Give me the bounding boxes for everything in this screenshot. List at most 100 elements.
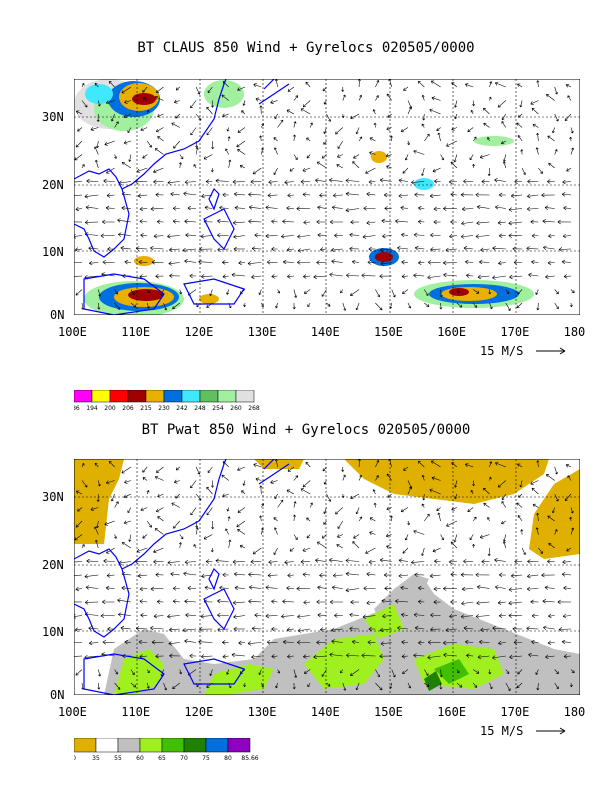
colorbar-swatch [109,390,129,403]
wind-vector [169,653,180,659]
wind-vector [184,559,197,565]
wind-vector [114,121,119,128]
wind-vector [84,194,99,199]
wind-vector [440,534,445,541]
colorbar-label: 200 [104,405,116,412]
wind-vector [536,460,540,468]
wind-vector [142,466,148,473]
wind-vector [215,178,229,184]
wind-vector [236,520,246,528]
wind-vector [411,180,425,185]
wind-vector [319,193,327,198]
wind-vector [461,601,474,606]
wind-vector [303,220,311,225]
wind-vector [498,613,506,618]
bottom-xtick-150e: 150E [374,705,403,719]
wind-vector [350,669,360,676]
wind-vector [451,82,458,88]
wind-vector [517,83,523,88]
wind-vector [287,274,294,279]
wind-vector [211,480,214,488]
wind-vector [358,516,363,522]
wind-vector [210,167,214,173]
wind-vector [150,586,164,592]
wind-vector [221,94,229,101]
wind-vector [421,474,425,481]
colorbar-label: 55 [114,755,122,762]
wind-vector [302,572,311,577]
wind-vector [306,137,311,142]
wind-vector [398,573,409,578]
wind-vector [526,246,539,251]
wind-vector [130,669,135,676]
wind-vector [293,289,298,298]
wind-vector [562,559,572,565]
wind-vector [77,507,83,512]
wind-vector [548,613,555,619]
wind-vector [74,262,83,263]
wind-vector [479,259,490,265]
wind-vector [538,547,543,554]
wind-vector [563,654,572,659]
wind-vector [479,534,490,539]
wind-vector [154,475,164,481]
wind-vector [97,682,101,690]
wind-vector [173,99,180,104]
wind-vector [106,193,115,198]
wind-vector [443,586,457,591]
wind-vector [114,289,118,295]
wind-vector [417,460,425,468]
wind-vector [379,178,392,183]
wind-vector [413,273,425,278]
wind-vector [265,613,278,619]
wind-vector [226,507,230,512]
bottom-xtick-170e: 170E [500,705,530,719]
wind-vector [190,507,197,516]
wind-vector [222,640,229,645]
wind-vector [252,167,262,175]
bottom-panel-title: BT Pwat 850 Wind + Gyrelocs 020505/0000 [141,422,471,438]
wind-vector [464,83,474,88]
wind-vector [124,259,131,265]
wind-vector [403,466,409,471]
wind-vector [75,586,83,592]
wind-vector [193,164,197,169]
wind-vector [483,502,490,508]
wind-vector [494,558,506,563]
wind-vector [379,273,392,279]
top-panel-title: BT CLAUS 850 Wind + Gyrelocs 020505/0000 [137,40,475,56]
wind-vector [313,274,327,280]
wind-vector [247,261,262,266]
wind-vector [75,289,83,296]
wind-vector [345,178,360,183]
wind-vector [187,585,197,591]
wind-vector [277,499,284,508]
wind-vector [190,100,197,109]
wind-vector [140,127,148,132]
wind-vector [233,614,246,619]
wind-vector [431,476,441,481]
wind-vector [569,302,573,308]
wind-vector [209,669,213,676]
wind-vector [369,517,376,522]
wind-vector [315,178,327,183]
wind-vector [329,599,343,605]
wind-vector [501,121,507,128]
wind-vector [183,571,197,576]
wind-vector [430,80,441,88]
wind-vector [254,233,262,238]
wind-vector [492,275,506,280]
wind-vector [427,655,441,660]
wind-vector [146,669,150,674]
wind-vector [242,480,246,486]
wind-vector [481,179,490,184]
wind-vector [184,599,197,604]
wind-vector [487,516,490,522]
wind-vector [195,527,199,535]
wind-vector [227,516,231,522]
wind-vector [303,669,311,674]
wind-vector [86,558,99,564]
wind-vector [541,192,555,198]
wind-vector [391,289,396,298]
wind-vector [251,654,262,660]
